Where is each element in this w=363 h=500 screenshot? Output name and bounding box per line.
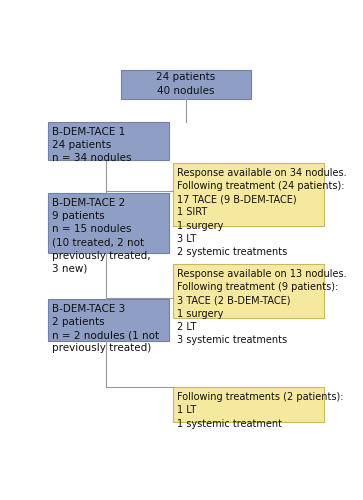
Text: Response available on 34 nodules.
Following treatment (24 patients):
17 TACE (9 : Response available on 34 nodules. Follow… xyxy=(177,168,347,257)
FancyBboxPatch shape xyxy=(121,70,251,98)
FancyBboxPatch shape xyxy=(48,298,169,341)
FancyBboxPatch shape xyxy=(48,122,169,160)
Text: 24 patients
40 nodules: 24 patients 40 nodules xyxy=(156,72,216,96)
Text: B-DEM-TACE 1
24 patients
n = 34 nodules: B-DEM-TACE 1 24 patients n = 34 nodules xyxy=(52,126,131,163)
FancyBboxPatch shape xyxy=(174,387,324,422)
FancyBboxPatch shape xyxy=(174,163,324,226)
FancyBboxPatch shape xyxy=(174,264,324,318)
Text: B-DEM-TACE 2
9 patients
n = 15 nodules
(10 treated, 2 not
previously treated,
3 : B-DEM-TACE 2 9 patients n = 15 nodules (… xyxy=(52,198,151,274)
FancyBboxPatch shape xyxy=(48,193,169,252)
Text: Response available on 13 nodules.
Following treatment (9 patients):
3 TACE (2 B-: Response available on 13 nodules. Follow… xyxy=(177,269,347,345)
Text: Following treatments (2 patients):
1 LT
1 systemic treatment: Following treatments (2 patients): 1 LT … xyxy=(177,392,343,428)
Text: B-DEM-TACE 3
2 patients
n = 2 nodules (1 not
previously treated): B-DEM-TACE 3 2 patients n = 2 nodules (1… xyxy=(52,304,159,354)
